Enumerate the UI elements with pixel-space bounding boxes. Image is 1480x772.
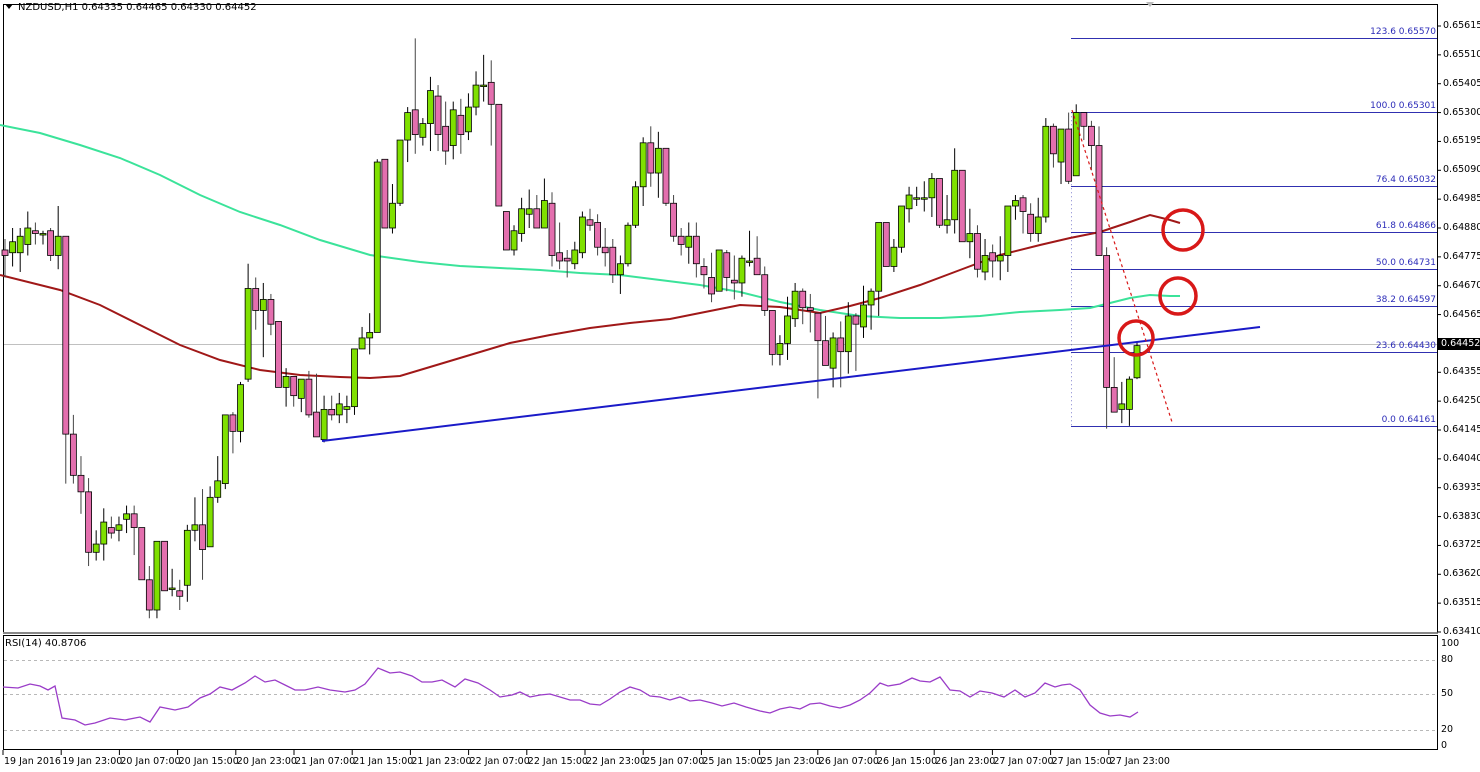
rsi-tick-label: 50 bbox=[1441, 688, 1454, 699]
dropdown-triangle-icon[interactable] bbox=[5, 4, 13, 9]
fib-level-label: 0.0 0.64161 bbox=[1381, 414, 1436, 425]
time-tick-label: 22 Jan 15:00 bbox=[527, 756, 588, 767]
time-tick-label: 21 Jan 23:00 bbox=[411, 756, 472, 767]
time-tick-label: 27 Jan 23:00 bbox=[1109, 756, 1170, 767]
moving-average-green-line bbox=[0, 124, 1180, 319]
time-tick-label: 26 Jan 15:00 bbox=[877, 756, 938, 767]
time-tick-label: 27 Jan 07:00 bbox=[993, 756, 1054, 767]
price-tick-label: 0.64985 bbox=[1443, 193, 1480, 205]
time-tick-label: 20 Jan 23:00 bbox=[236, 756, 297, 767]
price-tick-label: 0.65195 bbox=[1443, 135, 1480, 147]
rsi-tick-label: 80 bbox=[1441, 654, 1454, 665]
rsi-line bbox=[2, 667, 1139, 726]
price-tick-label: 0.64250 bbox=[1443, 395, 1480, 407]
fib-level-label: 23.6 0.64430 bbox=[1375, 340, 1436, 351]
time-tick-label: 19 Jan 2016 bbox=[4, 756, 61, 767]
price-tick-label: 0.65615 bbox=[1443, 20, 1480, 31]
rsi-tick-label: 20 bbox=[1441, 724, 1454, 735]
chart-title: NZDUSD,H1 0.64335 0.64465 0.64330 0.6445… bbox=[5, 2, 257, 13]
highlight-circle bbox=[1117, 319, 1155, 357]
fib-level-label: 38.2 0.64597 bbox=[1375, 294, 1436, 305]
fibonacci-retracement[interactable] bbox=[1071, 38, 1437, 427]
time-tick-label: 22 Jan 07:00 bbox=[469, 756, 530, 767]
time-tick-label: 25 Jan 07:00 bbox=[644, 756, 705, 767]
price-tick-label: 0.63830 bbox=[1443, 510, 1480, 522]
rsi-levels bbox=[4, 660, 1437, 731]
fib-level-label: 76.4 0.65032 bbox=[1375, 174, 1436, 185]
price-tick-label: 0.64880 bbox=[1443, 222, 1480, 233]
time-tick-label: 26 Jan 07:00 bbox=[818, 756, 879, 767]
price-tick-label: 0.63410 bbox=[1443, 626, 1480, 637]
price-tick-label: 0.63725 bbox=[1443, 539, 1480, 551]
fib-level-label: 100.0 0.65301 bbox=[1370, 100, 1436, 111]
highlight-circles bbox=[1117, 208, 1205, 357]
time-tick-label: 25 Jan 15:00 bbox=[702, 756, 763, 767]
resistance-dotted-line[interactable] bbox=[1071, 109, 1173, 423]
time-tick-label: 20 Jan 07:00 bbox=[120, 756, 181, 767]
price-tick-label: 0.64355 bbox=[1443, 366, 1480, 378]
rsi-title: RSI(14) 40.8706 bbox=[5, 638, 87, 649]
price-tick-label: 0.65300 bbox=[1443, 106, 1480, 118]
price-tick-label: 0.63935 bbox=[1443, 481, 1480, 493]
rsi-pane-frame bbox=[3, 635, 1438, 750]
time-tick-label: 22 Jan 23:00 bbox=[586, 756, 647, 767]
fib-level-label: 50.0 0.64731 bbox=[1375, 257, 1436, 268]
price-tick-label: 0.64670 bbox=[1443, 279, 1480, 291]
price-tick-label: 0.64145 bbox=[1443, 424, 1480, 435]
highlight-circle bbox=[1161, 208, 1205, 252]
fib-level-label: 61.8 0.64866 bbox=[1375, 220, 1436, 231]
rsi-tick-label: 100 bbox=[1441, 638, 1460, 649]
time-tick-label: 21 Jan 07:00 bbox=[295, 756, 356, 767]
time-tick-label: 27 Jan 15:00 bbox=[1051, 756, 1112, 767]
price-tick-label: 0.65405 bbox=[1443, 77, 1480, 89]
fib-level-label: 123.6 0.65570 bbox=[1370, 26, 1436, 37]
chart-shift-marker-icon[interactable] bbox=[1146, 2, 1154, 7]
time-axis-ticks bbox=[2, 750, 1110, 755]
price-tick-label: 0.63620 bbox=[1443, 568, 1480, 580]
moving-average-red-line bbox=[0, 213, 1181, 380]
price-tick-label: 0.63515 bbox=[1443, 597, 1480, 609]
price-tick-label: 0.64565 bbox=[1443, 308, 1480, 320]
time-tick-label: 19 Jan 23:00 bbox=[62, 756, 123, 767]
rsi-tick-label: 0 bbox=[1441, 740, 1448, 751]
price-tick-label: 0.65510 bbox=[1443, 48, 1480, 60]
candlesticks bbox=[1, 38, 1141, 619]
time-tick-label: 20 Jan 15:00 bbox=[178, 756, 239, 767]
price-tick-label: 0.65090 bbox=[1443, 164, 1480, 176]
chart-symbol-ohlc: NZDUSD,H1 0.64335 0.64465 0.64330 0.6445… bbox=[18, 2, 257, 13]
price-tick-label: 0.64775 bbox=[1443, 250, 1480, 262]
price-tick-label: 0.64040 bbox=[1443, 452, 1480, 464]
time-tick-label: 26 Jan 23:00 bbox=[935, 756, 996, 767]
price-axis-ticks bbox=[1437, 25, 1441, 633]
main-pane-frame bbox=[3, 4, 1438, 633]
support-trendline[interactable] bbox=[321, 326, 1261, 442]
time-tick-label: 21 Jan 15:00 bbox=[353, 756, 414, 767]
current-price-badge: 0.64452 bbox=[1438, 338, 1480, 350]
highlight-circle bbox=[1158, 276, 1198, 316]
time-tick-label: 25 Jan 23:00 bbox=[760, 756, 821, 767]
